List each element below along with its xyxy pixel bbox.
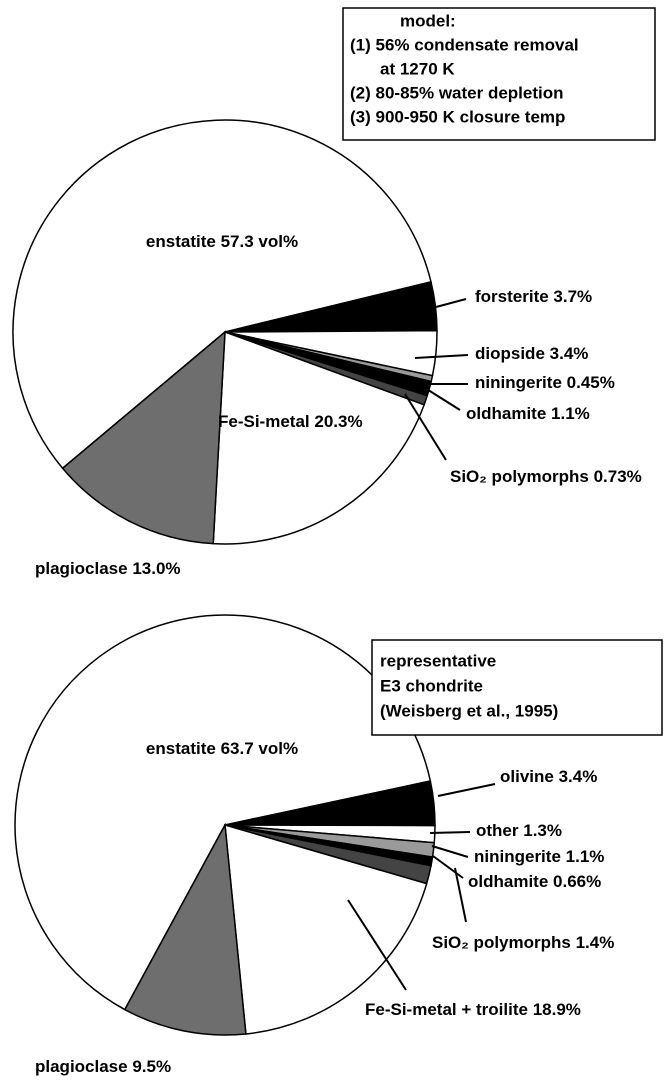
- slice-name: niningerite: [475, 373, 562, 392]
- slice-value: 13.0%: [132, 559, 180, 578]
- slice-label: niningerite 0.45%: [475, 373, 615, 392]
- annotation-line: (1) 56% condensate removal: [350, 35, 579, 54]
- leader-line: [431, 845, 469, 858]
- slice-name: enstatite: [146, 739, 216, 758]
- slice-name: other: [476, 821, 519, 840]
- slice-label: niningerite 1.1%: [474, 847, 604, 866]
- slice-value: 1.3%: [523, 821, 562, 840]
- annotation-line: (2) 80-85% water depletion: [350, 83, 564, 102]
- pie-slice: [12, 119, 432, 470]
- pie-slice: [212, 330, 426, 545]
- slice-value: 0.66%: [553, 872, 601, 891]
- slice-name: diopside: [475, 344, 545, 363]
- slice-name: Fe-Si-metal: [218, 412, 310, 431]
- slice-value: 0.73%: [594, 467, 642, 486]
- leader-line: [435, 298, 467, 308]
- slice-name: oldhamite: [468, 872, 548, 891]
- slice-value: 0.45%: [567, 373, 615, 392]
- annotation-line: model:: [400, 11, 456, 30]
- annotation-box: [371, 639, 663, 736]
- leader-line: [454, 867, 467, 923]
- slice-name: forsterite: [475, 287, 549, 306]
- annotation-line: (Weisberg et al., 1995): [380, 701, 558, 720]
- slice-value: 1.4%: [576, 933, 615, 952]
- slice-value: 1.1%: [551, 404, 590, 423]
- slice-name: niningerite: [474, 847, 561, 866]
- slice-label: enstatite 63.7 vol%: [146, 739, 298, 758]
- slice-label: plagioclase 13.0%: [35, 559, 181, 578]
- slice-name: Fe-Si-metal + troilite: [365, 1000, 528, 1019]
- slice-label: other 1.3%: [476, 821, 562, 840]
- slice-name: plagioclase: [35, 1057, 128, 1076]
- slice-label: oldhamite 1.1%: [466, 404, 590, 423]
- slice-value: 20.3%: [314, 412, 362, 431]
- slice-value: 3.4%: [550, 344, 589, 363]
- slice-value: 3.7%: [553, 287, 592, 306]
- leader-line: [404, 393, 447, 461]
- slice-name: plagioclase: [35, 559, 128, 578]
- slice-name: olivine: [500, 767, 554, 786]
- slice-label: SiO₂ polymorphs 1.4%: [432, 933, 614, 952]
- slice-value: 63.7 vol%: [221, 739, 299, 758]
- leader-line: [347, 899, 407, 991]
- slice-name: oldhamite: [466, 404, 546, 423]
- slice-name: enstatite: [146, 232, 216, 251]
- pie-slice: [123, 822, 247, 1036]
- leader-line: [437, 783, 496, 797]
- annotation-box: [342, 7, 656, 141]
- slice-label: forsterite 3.7%: [475, 287, 592, 306]
- slice-label: diopside 3.4%: [475, 344, 588, 363]
- slice-label: enstatite 57.3 vol%: [146, 232, 298, 251]
- slice-label: oldhamite 0.66%: [468, 872, 601, 891]
- slice-label: SiO₂ polymorphs 0.73%: [450, 467, 642, 486]
- slice-value: 18.9%: [533, 1000, 581, 1019]
- leader-line: [424, 387, 461, 411]
- annotation-line: E3 chondrite: [380, 676, 483, 695]
- leader-line: [429, 831, 471, 834]
- pie-slice: [14, 614, 432, 1011]
- pie-slice: [61, 330, 226, 545]
- slice-label: plagioclase 9.5%: [35, 1057, 171, 1076]
- pie-slice: [224, 823, 428, 1035]
- slice-value: 57.3 vol%: [221, 232, 299, 251]
- slice-value: 3.4%: [559, 767, 598, 786]
- leader-line: [432, 855, 464, 879]
- slice-value: 1.1%: [566, 847, 605, 866]
- annotation-line: at 1270 K: [380, 59, 455, 78]
- slice-name: SiO₂ polymorphs: [432, 933, 571, 952]
- slice-value: 9.5%: [132, 1057, 171, 1076]
- slice-label: Fe-Si-metal + troilite 18.9%: [365, 1000, 581, 1019]
- slice-label: olivine 3.4%: [500, 767, 597, 786]
- slice-label: Fe-Si-metal 20.3%: [218, 412, 363, 431]
- leader-line: [414, 354, 469, 359]
- slice-name: SiO₂ polymorphs: [450, 467, 589, 486]
- annotation-line: (3) 900-950 K closure temp: [350, 107, 565, 126]
- annotation-line: representative: [380, 651, 496, 670]
